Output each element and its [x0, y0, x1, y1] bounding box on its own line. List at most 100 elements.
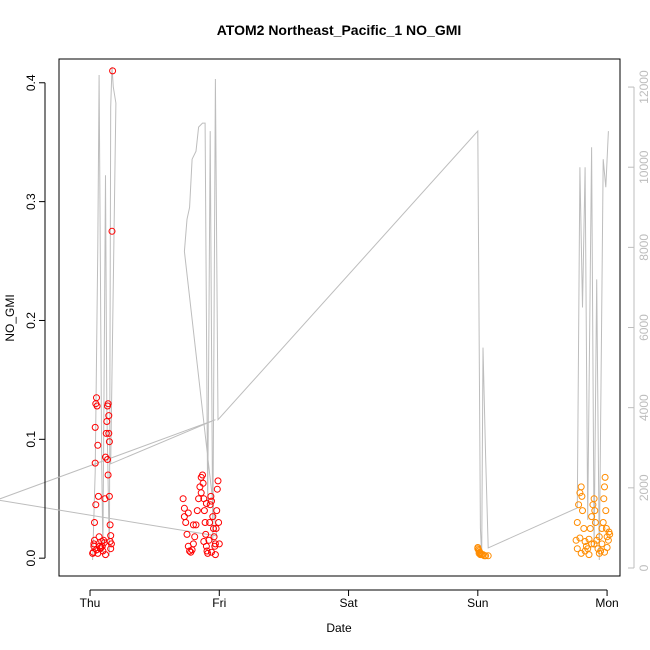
altitude-layer: [0, 66, 609, 561]
data-point: [107, 545, 115, 553]
data-point: [90, 542, 98, 550]
data-point: [601, 483, 608, 491]
data-point: [590, 540, 598, 548]
y2-tick-label: 10000: [637, 150, 650, 184]
y2-tick-label: 4000: [637, 394, 650, 421]
data-point: [595, 533, 603, 541]
data-point: [581, 547, 589, 555]
data-point: [108, 227, 116, 235]
y2-tick-label: 0: [637, 564, 650, 571]
data-point: [579, 507, 586, 515]
data-point: [597, 547, 605, 555]
data-point: [179, 495, 187, 503]
data-point: [576, 534, 584, 542]
data-point: [573, 545, 581, 553]
y-axis-label: NO_GMI: [3, 294, 17, 341]
data-point: [482, 552, 490, 560]
data-point: [195, 495, 203, 503]
data-point: [192, 521, 200, 529]
data-point: [199, 471, 206, 479]
y2-tick-label: 12000: [637, 70, 650, 104]
data-point: [102, 551, 109, 559]
data-point: [102, 429, 110, 437]
data-point: [601, 548, 608, 556]
data-point: [586, 525, 594, 532]
y2-tick-label: 2000: [637, 474, 650, 501]
y-axis-left: 0.0 0.1 0.2 0.3 0.4: [24, 74, 46, 567]
data-point: [601, 473, 609, 481]
data-point: [91, 519, 98, 526]
data-point: [210, 525, 217, 532]
data-point: [94, 549, 102, 557]
data-point: [484, 552, 492, 560]
data-point: [206, 501, 214, 509]
data-point: [580, 525, 588, 532]
data-point: [600, 495, 608, 503]
x-axis-label: Date: [326, 621, 352, 635]
plot-frame: [58, 58, 621, 577]
data-point: [210, 533, 218, 541]
data-point: [197, 489, 205, 497]
x-tick-label: Sun: [467, 596, 488, 610]
data-point: [191, 533, 199, 541]
data-point: [189, 540, 197, 548]
data-point: [89, 549, 97, 557]
data-point: [578, 492, 586, 500]
data-point: [605, 528, 613, 536]
x-tick-label: Mon: [595, 596, 618, 610]
data-point: [106, 538, 114, 545]
data-point: [591, 507, 599, 515]
data-point: [599, 519, 607, 526]
data-point: [104, 400, 112, 408]
data-point: [90, 540, 98, 548]
data-point: [588, 540, 596, 548]
data-point: [205, 536, 213, 544]
data-point: [575, 501, 583, 509]
data-point: [211, 540, 219, 548]
data-point: [199, 479, 207, 487]
y-axis-right: 0 2000 4000 6000 8000 10000 12000: [628, 70, 650, 571]
data-point: [105, 438, 113, 446]
data-point: [475, 549, 483, 557]
data-point: [93, 394, 100, 402]
data-point: [105, 429, 113, 437]
y2-tick-label: 6000: [637, 314, 650, 341]
data-point: [212, 525, 220, 532]
data-point: [585, 551, 593, 559]
data-point: [94, 492, 102, 500]
data-point: [590, 495, 598, 503]
data-point: [200, 507, 208, 515]
data-point: [572, 536, 580, 544]
data-point: [91, 536, 98, 544]
data-point: [201, 519, 209, 526]
data-point: [92, 501, 100, 509]
data-point: [202, 500, 210, 507]
data-point: [97, 544, 105, 551]
data-point: [209, 513, 217, 521]
data-point: [577, 483, 585, 491]
data-point: [100, 536, 108, 544]
data-point: [94, 441, 102, 449]
x-tick-label: Fri: [212, 596, 226, 610]
y-tick-label: 0.0: [24, 550, 38, 567]
data-point: [598, 540, 606, 548]
data-point: [193, 507, 201, 515]
data-point: [215, 519, 223, 526]
y-tick-label: 0.4: [24, 74, 38, 91]
data-point: [591, 519, 599, 526]
data-point: [196, 483, 204, 491]
points-layer: [89, 67, 614, 560]
data-point: [214, 477, 222, 485]
data-point: [103, 418, 111, 425]
data-point: [189, 521, 197, 529]
data-point: [104, 471, 112, 479]
data-point: [215, 540, 223, 548]
data-point: [213, 485, 221, 493]
data-point: [573, 519, 581, 526]
data-point: [180, 513, 188, 521]
data-point: [476, 551, 484, 559]
y-tick-label: 0.2: [24, 312, 38, 329]
chart-title: ATOM2 Northeast_Pacific_1 NO_GMI: [217, 22, 462, 38]
data-point: [206, 519, 214, 526]
